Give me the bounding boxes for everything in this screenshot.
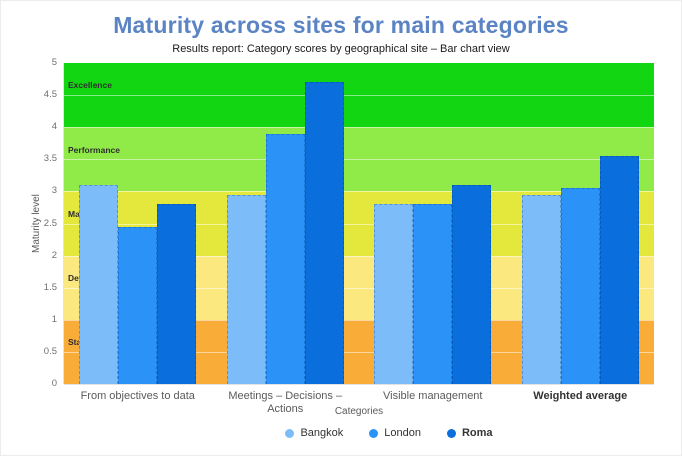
legend: Bangkok London Roma: [1, 427, 681, 439]
bar-london-weighted-average[interactable]: [560, 188, 600, 384]
gridline: [64, 127, 654, 129]
legend-dot-london: [369, 428, 379, 438]
legend-label-roma: Roma: [461, 427, 493, 439]
gridline: [64, 191, 654, 193]
bar-roma-visible-management[interactable]: [452, 184, 492, 384]
y-tick-label: 0: [51, 378, 57, 389]
y-tick-label: 5: [51, 57, 57, 68]
y-tick-label: 1.5: [43, 281, 57, 293]
y-tick-label: 1: [51, 313, 57, 325]
x-category-label-visible-management: Visible management: [383, 390, 483, 402]
legend-dot-roma: [446, 428, 456, 438]
bar-bangkok-from-objectives-to-data[interactable]: [79, 184, 119, 384]
x-category-label-from-objectives-to-data: From objectives to data: [80, 390, 195, 402]
x-category-label-weighted-average: Weighted average: [533, 390, 628, 402]
gridline: [64, 255, 654, 257]
legend-item-roma[interactable]: Roma: [446, 427, 493, 439]
chart-subtitle: Results report: Category scores by geogr…: [172, 43, 510, 55]
maturity-band-performance: [64, 127, 654, 192]
bar-london-from-objectives-to-data[interactable]: [118, 226, 158, 384]
y-tick-label: 4.5: [43, 89, 57, 101]
bar-roma-weighted-average[interactable]: [599, 156, 639, 384]
bar-london-visible-management[interactable]: [413, 204, 453, 384]
bar-bangkok-visible-management[interactable]: [374, 204, 414, 384]
gridline: [64, 287, 654, 289]
gridline: [64, 159, 654, 161]
x-axis-line: [64, 384, 654, 385]
legend-item-bangkok[interactable]: Bangkok: [285, 427, 343, 439]
gridline: [64, 95, 654, 97]
gridline: [64, 351, 654, 353]
band-label-performance: Performance: [68, 144, 120, 155]
legend-label-bangkok: Bangkok: [300, 427, 344, 439]
band-label-excellence: Excellence: [68, 80, 112, 91]
gridline: [64, 319, 654, 321]
band-label-start: Start: [68, 337, 88, 348]
gridline: [64, 223, 654, 225]
x-category-label-meetings-decisions-actions: Meetings – Decisions – Actions: [228, 390, 343, 415]
bar-london-meetings-decisions-actions[interactable]: [265, 133, 305, 384]
y-tick-label: 2: [51, 249, 57, 261]
x-axis-title: Categories: [334, 406, 384, 417]
bar-bangkok-weighted-average[interactable]: [521, 194, 561, 384]
chart-title: Maturity across sites for main categorie…: [113, 12, 569, 38]
y-tick-label: 4: [51, 121, 57, 133]
y-tick-label: 3.5: [43, 153, 57, 165]
bar-roma-from-objectives-to-data[interactable]: [157, 204, 197, 384]
legend-dot-bangkok: [285, 428, 295, 438]
y-tick-label: 3: [51, 185, 57, 197]
bar-bangkok-meetings-decisions-actions[interactable]: [226, 194, 266, 384]
y-tick-label: 2.5: [43, 217, 57, 229]
legend-label-london: London: [384, 427, 421, 439]
y-axis-line: [63, 63, 64, 384]
legend-item-london[interactable]: London: [369, 427, 421, 439]
y-tick-label: 0.5: [43, 345, 57, 357]
bar-roma-meetings-decisions-actions[interactable]: [304, 82, 344, 384]
